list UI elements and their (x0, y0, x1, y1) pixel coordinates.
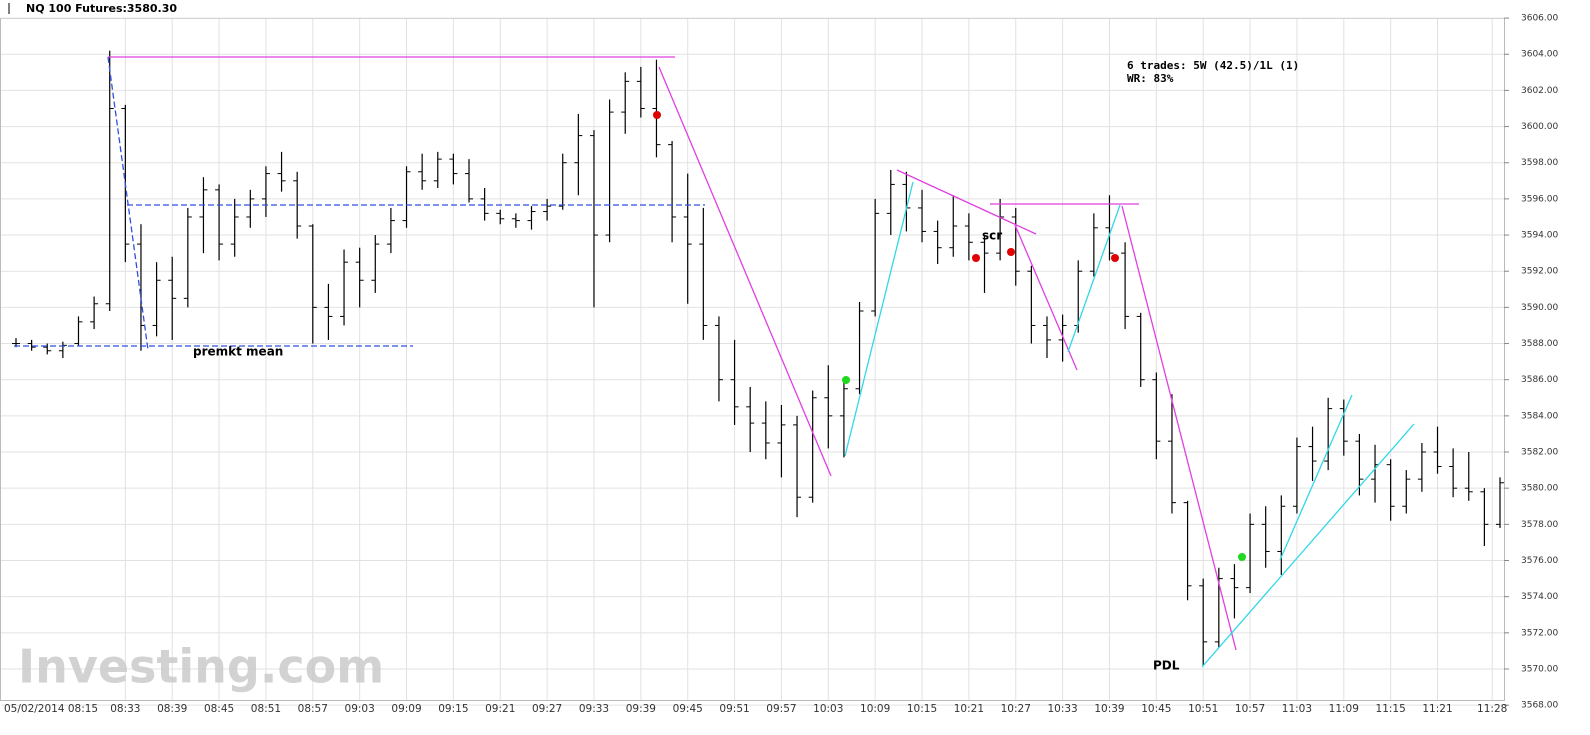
x-tick-label: 09:39 (626, 703, 656, 715)
x-tick-label: 10:09 (860, 703, 890, 715)
y-tick-label: 3576.00 (1521, 556, 1558, 566)
x-tick-label: 10:33 (1047, 703, 1077, 715)
x-tick-label: 11:21 (1422, 703, 1452, 715)
x-tick-label: 11:09 (1329, 703, 1359, 715)
trend-line (896, 169, 1037, 235)
y-tick-label: 3596.00 (1521, 194, 1558, 204)
annotation: PDL (1153, 659, 1180, 673)
trade-marker (1238, 553, 1246, 561)
chart-title: NQ 100 Futures:3580.30 (26, 2, 177, 15)
y-tick-label: 3570.00 (1521, 664, 1558, 674)
trend-line (1201, 423, 1415, 668)
y-tick-label: 3580.00 (1521, 484, 1558, 494)
annotation: scr (982, 229, 1002, 243)
x-tick-label: 09:33 (579, 703, 609, 715)
y-tick-label: 3574.00 (1521, 592, 1558, 602)
watermark: Investing.com (18, 640, 384, 694)
x-tick-label: 09:09 (391, 703, 421, 715)
trend-line (1067, 204, 1121, 353)
y-tick-label: 3586.00 (1521, 375, 1558, 385)
trade-marker (1111, 254, 1119, 262)
y-tick-label: 3590.00 (1521, 303, 1558, 313)
trend-line (1014, 224, 1078, 371)
x-tick-label: 09:57 (766, 703, 796, 715)
trend-line (658, 66, 832, 477)
x-tick-label: 11:03 (1282, 703, 1312, 715)
y-tick-label: 3568.00 (1521, 701, 1558, 711)
x-tick-label: 10:21 (954, 703, 984, 715)
x-tick-label: 10:39 (1094, 703, 1124, 715)
x-tick-label: 09:45 (673, 703, 703, 715)
annotation: WR: 83% (1127, 72, 1174, 85)
grid: 3568.00 3570.00 3572.00 3574.00 3576.00 3578.… (1, 14, 1558, 715)
y-tick-label: 3588.00 (1521, 339, 1558, 349)
y-tick-label: 3578.00 (1521, 520, 1558, 530)
y-tick-label: 3600.00 (1521, 122, 1558, 132)
y-tick-label: 3602.00 (1521, 86, 1558, 96)
dashed-line (107, 56, 149, 351)
x-tick-label: 08:33 (110, 703, 140, 715)
y-tick-label: 3584.00 (1521, 411, 1558, 421)
x-tick-label: 09:27 (532, 703, 562, 715)
x-tick-label: 11:28 (1477, 703, 1507, 715)
x-tick-label: 08:57 (298, 703, 328, 715)
drawings (14, 56, 1415, 668)
x-tick-label: 09:15 (438, 703, 468, 715)
y-tick-label: 3604.00 (1521, 50, 1558, 60)
x-tick-label: 10:51 (1188, 703, 1218, 715)
x-tick-label: 09:21 (485, 703, 515, 715)
x-tick-label: 05/02/2014 08:15 (4, 703, 98, 715)
trade-marker (972, 254, 980, 262)
annotation: premkt mean (193, 345, 283, 359)
bars (12, 50, 1504, 666)
x-tick-label: 10:03 (813, 703, 843, 715)
x-tick-label: 08:51 (251, 703, 281, 715)
x-tick-label: 11:15 (1376, 703, 1406, 715)
x-tick-label: 09:51 (719, 703, 749, 715)
trade-marker (1007, 248, 1015, 256)
x-tick-label: 10:27 (1001, 703, 1031, 715)
trade-marker (842, 376, 850, 384)
x-tick-label: 08:45 (204, 703, 234, 715)
y-tick-label: 3598.00 (1521, 158, 1558, 168)
trade-marker (653, 111, 661, 119)
y-tick-label: 3592.00 (1521, 267, 1558, 277)
x-tick-label: 10:45 (1141, 703, 1171, 715)
x-tick-label: 09:03 (345, 703, 375, 715)
trend-line (1279, 394, 1353, 561)
y-tick-label: 3606.00 (1521, 14, 1558, 24)
y-tick-label: 3582.00 (1521, 448, 1558, 458)
x-tick-label: 10:15 (907, 703, 937, 715)
trend-line (844, 181, 914, 457)
annotation: 6 trades: 5W (42.5)/1L (1) (1127, 59, 1299, 72)
x-tick-label: 08:39 (157, 703, 187, 715)
y-tick-label: 3572.00 (1521, 628, 1558, 638)
x-tick-label: 10:57 (1235, 703, 1265, 715)
trend-line (1121, 205, 1237, 651)
y-tick-label: 3594.00 (1521, 231, 1558, 241)
